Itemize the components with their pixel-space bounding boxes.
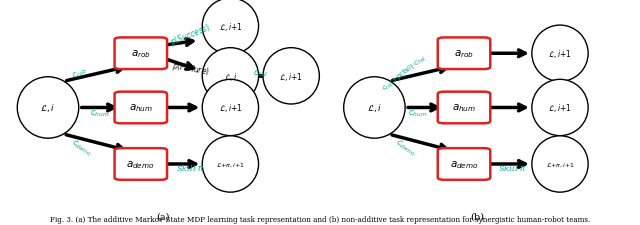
- Text: $a_{hum}$: $a_{hum}$: [129, 102, 153, 114]
- Text: $a_{rob}$: $a_{rob}$: [454, 48, 474, 60]
- FancyBboxPatch shape: [438, 38, 490, 70]
- Text: $\mathcal{L}{+}\pi,i{+}1$: $\mathcal{L}{+}\pi,i{+}1$: [545, 160, 575, 168]
- Ellipse shape: [263, 48, 319, 105]
- Text: $a_{demo}$: $a_{demo}$: [127, 158, 155, 170]
- Text: Fig. 3. (a) The additive Markov State MDP learning task representation and (b) n: Fig. 3. (a) The additive Markov State MD…: [50, 215, 590, 223]
- FancyBboxPatch shape: [438, 148, 490, 180]
- Text: $c_{rob}{+}p(fail){\cdot}c_{fail}$: $c_{rob}{+}p(fail){\cdot}c_{fail}$: [380, 52, 429, 92]
- Text: $p(Failure)$: $p(Failure)$: [171, 59, 211, 78]
- Ellipse shape: [532, 80, 588, 136]
- Text: $\mathcal{L},i$: $\mathcal{L},i$: [367, 102, 382, 114]
- Text: $a_{hum}$: $a_{hum}$: [452, 102, 476, 114]
- FancyBboxPatch shape: [115, 148, 167, 180]
- Text: $c_{fail}$: $c_{fail}$: [253, 68, 269, 78]
- Ellipse shape: [532, 26, 588, 82]
- Ellipse shape: [202, 136, 259, 192]
- FancyBboxPatch shape: [438, 92, 490, 124]
- Ellipse shape: [202, 0, 259, 55]
- Ellipse shape: [344, 77, 405, 139]
- Text: $\mathcal{L},i{+}1$: $\mathcal{L},i{+}1$: [548, 102, 572, 114]
- Text: $c_{hum}$: $c_{hum}$: [90, 108, 109, 119]
- Text: $c_{hum}$: $c_{hum}$: [408, 108, 427, 118]
- Ellipse shape: [202, 48, 259, 105]
- Text: $\mathcal{L},i{+}1$: $\mathcal{L},i{+}1$: [548, 48, 572, 60]
- Text: $p(Success)$: $p(Success)$: [168, 21, 212, 49]
- Text: $\mathcal{L},i$: $\mathcal{L},i$: [40, 102, 56, 114]
- Text: $\mathcal{L},i{+}1$: $\mathcal{L},i{+}1$: [218, 102, 243, 114]
- Text: (b): (b): [470, 212, 484, 220]
- Text: $c_{demo}$: $c_{demo}$: [70, 137, 94, 158]
- Text: $c_{rob}$: $c_{rob}$: [70, 64, 90, 82]
- Ellipse shape: [17, 77, 79, 139]
- Text: Skill $\pi$: Skill $\pi$: [177, 162, 205, 172]
- Text: $\mathcal{L},i{+}1$: $\mathcal{L},i{+}1$: [218, 21, 243, 33]
- FancyBboxPatch shape: [115, 38, 167, 70]
- Text: $\mathcal{L}{+}\pi,i{+}1$: $\mathcal{L}{+}\pi,i{+}1$: [216, 160, 245, 168]
- Text: (a): (a): [156, 212, 170, 220]
- Text: $\mathcal{L},i$: $\mathcal{L},i$: [224, 70, 237, 83]
- Text: $a_{demo}$: $a_{demo}$: [450, 158, 478, 170]
- Text: $c_{demo}$: $c_{demo}$: [394, 137, 418, 158]
- Text: $a_{rob}$: $a_{rob}$: [131, 48, 151, 60]
- Ellipse shape: [532, 136, 588, 192]
- FancyBboxPatch shape: [115, 92, 167, 124]
- Text: $\mathcal{L},i{+}1$: $\mathcal{L},i{+}1$: [279, 70, 303, 83]
- Text: Skill $\pi$: Skill $\pi$: [498, 162, 526, 172]
- Ellipse shape: [202, 80, 259, 136]
